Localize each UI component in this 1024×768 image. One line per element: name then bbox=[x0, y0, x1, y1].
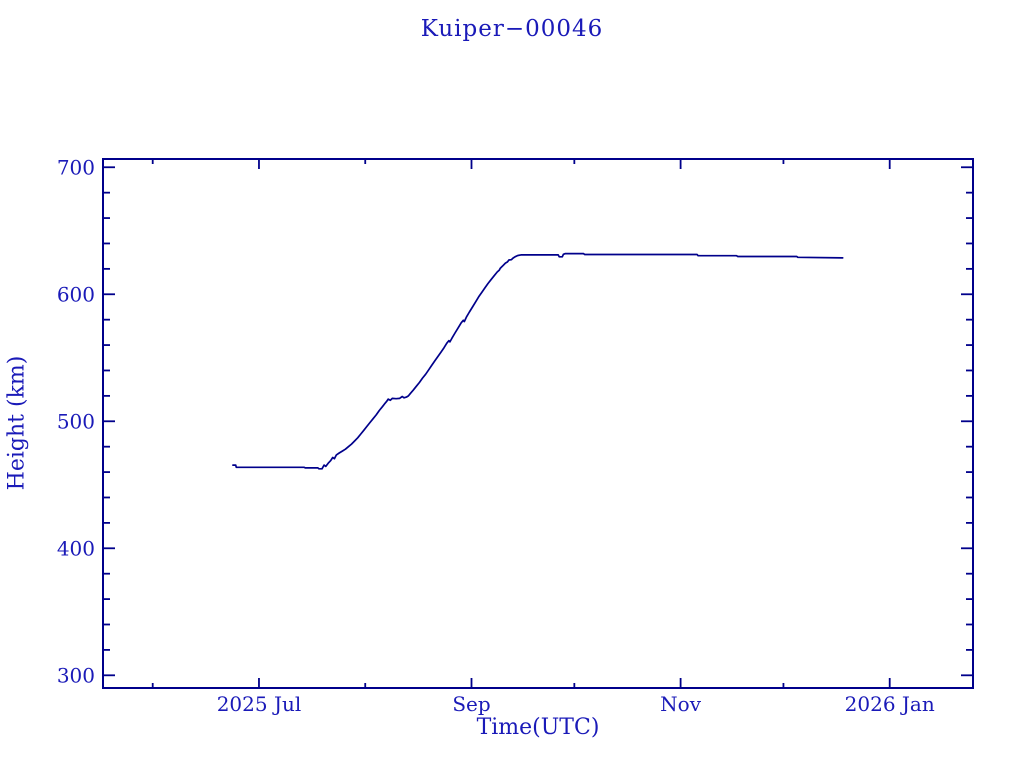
plot-frame bbox=[102, 158, 974, 689]
x-axis-label: Time(UTC) bbox=[476, 715, 600, 740]
x-tick-label: 2025 Jul bbox=[217, 692, 302, 716]
x-tick-label: Sep bbox=[452, 692, 490, 716]
height-series-line bbox=[232, 252, 844, 470]
y-tick-label: 500 bbox=[57, 409, 95, 433]
y-tick-label: 700 bbox=[57, 155, 95, 179]
y-tick-label: 400 bbox=[57, 536, 95, 560]
y-tick-label: 300 bbox=[57, 663, 95, 687]
y-axis-label: Height (km) bbox=[4, 355, 30, 491]
chart-title: Kuiper−00046 bbox=[420, 16, 604, 42]
x-tick-label: Nov bbox=[660, 692, 702, 716]
x-tick-label: 2026 Jan bbox=[845, 692, 935, 716]
y-tick-label: 600 bbox=[57, 282, 95, 306]
